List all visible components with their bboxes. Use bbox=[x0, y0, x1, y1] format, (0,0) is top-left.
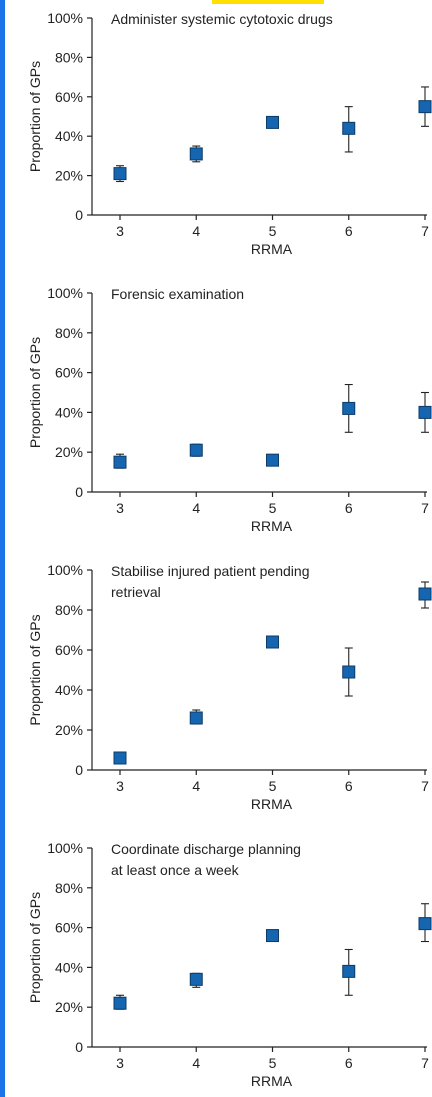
y-tick-label: 20% bbox=[55, 722, 83, 738]
x-tick-label: 5 bbox=[269, 778, 277, 794]
y-tick-label: 0 bbox=[75, 207, 83, 223]
data-point bbox=[418, 405, 432, 419]
x-tick-label: 5 bbox=[269, 223, 277, 239]
y-tick-label: 40% bbox=[55, 959, 83, 975]
x-tick-label: 4 bbox=[192, 778, 200, 794]
y-tick-label: 100% bbox=[47, 562, 83, 578]
x-tick-label: 7 bbox=[421, 500, 429, 516]
data-point bbox=[113, 455, 127, 469]
y-tick-label: 0 bbox=[75, 484, 83, 500]
x-tick-label: 7 bbox=[421, 223, 429, 239]
x-tick-label: 3 bbox=[116, 1055, 124, 1071]
y-axis-label: Proportion of GPs bbox=[27, 892, 43, 1003]
y-tick-label: 80% bbox=[55, 880, 83, 896]
y-tick-label: 100% bbox=[47, 840, 83, 856]
x-tick-label: 5 bbox=[269, 500, 277, 516]
y-tick-label: 40% bbox=[55, 128, 83, 144]
y-tick-label: 80% bbox=[55, 49, 83, 65]
panel-title: Stabilise injured patient pending bbox=[111, 563, 309, 579]
y-tick-label: 60% bbox=[55, 642, 83, 658]
data-point bbox=[189, 711, 203, 725]
top-highlight-strip bbox=[212, 0, 324, 4]
y-tick-label: 100% bbox=[47, 10, 83, 26]
data-point bbox=[342, 964, 356, 978]
y-axis-label: Proportion of GPs bbox=[27, 337, 43, 448]
data-point bbox=[342, 665, 356, 679]
data-point bbox=[113, 167, 127, 181]
y-tick-label: 60% bbox=[55, 920, 83, 936]
data-point bbox=[418, 917, 432, 931]
x-tick-label: 4 bbox=[192, 1055, 200, 1071]
y-axis-label: Proportion of GPs bbox=[27, 614, 43, 725]
left-accent-edge bbox=[0, 0, 5, 1097]
y-tick-label: 0 bbox=[75, 762, 83, 778]
x-axis-label: RRMA bbox=[251, 518, 293, 534]
y-tick-label: 60% bbox=[55, 89, 83, 105]
panel-title: Coordinate discharge planning bbox=[111, 841, 301, 857]
y-tick-label: 0 bbox=[75, 1039, 83, 1055]
y-tick-label: 80% bbox=[55, 602, 83, 618]
panel-title: at least once a week bbox=[111, 862, 240, 878]
panel-4: 0 20% 40% 60% 80% 100% 3 4 5 6 7 RRMA Proportion of … bbox=[27, 840, 432, 1089]
panel-title: retrieval bbox=[111, 584, 161, 600]
x-tick-label: 4 bbox=[192, 223, 200, 239]
y-tick-label: 80% bbox=[55, 325, 83, 341]
data-point bbox=[342, 121, 356, 135]
data-point bbox=[266, 929, 279, 943]
panel-1: 0 20% 40% 60% 80% 100% 3 4 5 6 7 RRMA Proportion of … bbox=[27, 10, 432, 257]
x-tick-label: 3 bbox=[116, 500, 124, 516]
data-point bbox=[266, 115, 279, 129]
x-axis-label: RRMA bbox=[251, 796, 293, 812]
x-axis-label: RRMA bbox=[251, 1073, 293, 1089]
x-tick-label: 6 bbox=[345, 500, 353, 516]
data-point bbox=[189, 147, 203, 161]
y-axis-label: Proportion of GPs bbox=[27, 61, 43, 172]
x-tick-label: 6 bbox=[345, 223, 353, 239]
data-point bbox=[266, 453, 279, 467]
y-tick-label: 100% bbox=[47, 285, 83, 301]
x-tick-label: 4 bbox=[192, 500, 200, 516]
data-point bbox=[113, 751, 127, 765]
x-tick-label: 3 bbox=[116, 223, 124, 239]
y-tick-label: 20% bbox=[55, 168, 83, 184]
panel-2: 0 20% 40% 60% 80% 100% 3 4 5 6 7 RRMA Proportion of … bbox=[27, 285, 432, 534]
y-tick-label: 40% bbox=[55, 404, 83, 420]
data-point bbox=[113, 996, 127, 1010]
x-tick-label: 7 bbox=[421, 778, 429, 794]
x-tick-label: 3 bbox=[116, 778, 124, 794]
y-tick-label: 20% bbox=[55, 999, 83, 1015]
data-point bbox=[189, 443, 203, 457]
y-tick-label: 40% bbox=[55, 682, 83, 698]
data-point bbox=[418, 587, 432, 601]
x-tick-label: 5 bbox=[269, 1055, 277, 1071]
y-tick-label: 20% bbox=[55, 444, 83, 460]
x-tick-label: 7 bbox=[421, 1055, 429, 1071]
panel-title: Forensic examination bbox=[111, 286, 244, 302]
data-point bbox=[266, 635, 279, 649]
data-point bbox=[342, 401, 356, 415]
y-tick-label: 60% bbox=[55, 365, 83, 381]
x-tick-label: 6 bbox=[345, 1055, 353, 1071]
data-point bbox=[418, 100, 432, 114]
x-axis-label: RRMA bbox=[251, 241, 293, 257]
panel-3: 0 20% 40% 60% 80% 100% 3 4 5 6 7 RRMA Proportion of … bbox=[27, 562, 432, 812]
x-tick-label: 6 bbox=[345, 778, 353, 794]
panel-title: Administer systemic cytotoxic drugs bbox=[111, 11, 333, 27]
data-point bbox=[189, 972, 203, 986]
